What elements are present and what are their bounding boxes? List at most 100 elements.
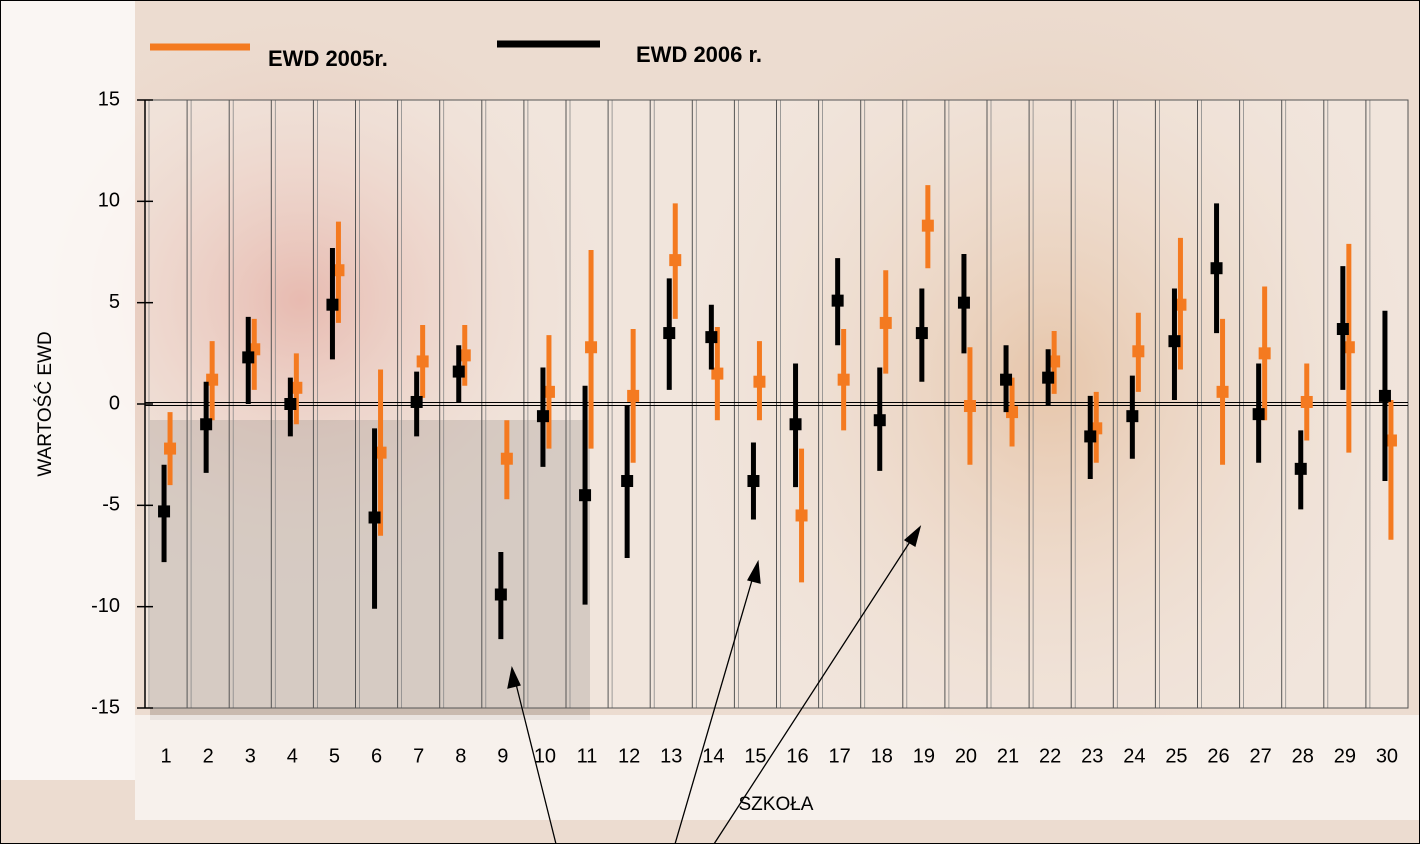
marker: [1342, 341, 1355, 354]
marker: [164, 442, 177, 455]
marker: [831, 294, 844, 307]
y-axis-label: WARTOŚĆ EWD: [34, 331, 56, 476]
marker: [957, 296, 970, 309]
arrowhead: [747, 559, 761, 584]
x-tick-label: 24: [1123, 745, 1145, 767]
background-shape: [0, 0, 620, 600]
marker: [837, 373, 850, 386]
x-tick-label: 19: [913, 745, 935, 767]
arrow: [513, 675, 557, 845]
legend-label: EWD 2006 r.: [636, 42, 762, 67]
y-tick-label: 5: [109, 291, 120, 313]
marker: [1378, 389, 1391, 402]
x-tick-label: 6: [371, 745, 382, 767]
arrow: [674, 569, 756, 845]
marker: [1126, 410, 1139, 423]
marker: [416, 355, 429, 368]
marker: [494, 588, 507, 601]
x-tick-label: 23: [1081, 745, 1103, 767]
marker: [1048, 355, 1061, 368]
x-tick-label: 3: [245, 745, 256, 767]
marker: [789, 418, 802, 431]
x-tick-label: 1: [160, 745, 171, 767]
marker: [452, 365, 465, 378]
marker: [1174, 298, 1187, 311]
x-tick-label: 13: [660, 745, 682, 767]
marker: [579, 489, 592, 502]
marker: [1384, 434, 1397, 447]
annotation-arrows: [507, 525, 922, 845]
marker: [1258, 347, 1271, 360]
marker: [206, 373, 219, 386]
marker: [368, 511, 381, 524]
x-tick-label: 21: [997, 745, 1019, 767]
x-tick-label: 10: [534, 745, 556, 767]
axis-panel: [135, 715, 1420, 820]
marker: [747, 475, 760, 488]
y-tick-label: 0: [109, 392, 120, 414]
x-tick-label: 15: [744, 745, 766, 767]
background-shape: [150, 420, 590, 720]
marker: [1084, 430, 1097, 443]
marker: [753, 375, 766, 388]
y-tick-label: -10: [91, 595, 120, 617]
marker: [1168, 335, 1181, 348]
x-tick-label: 14: [702, 745, 724, 767]
x-tick-label: 27: [1250, 745, 1272, 767]
x-axis-label: SZKOŁA: [739, 794, 814, 815]
marker: [542, 385, 555, 398]
marker: [1336, 323, 1349, 336]
marker: [915, 327, 928, 340]
marker: [705, 331, 718, 344]
x-tick-label: 30: [1376, 745, 1398, 767]
x-tick-label: 28: [1292, 745, 1314, 767]
marker: [1294, 462, 1307, 475]
y-tick-label: 10: [98, 190, 120, 212]
marker: [326, 298, 339, 311]
marker: [1000, 373, 1013, 386]
marker: [1132, 345, 1145, 358]
marker: [200, 418, 213, 431]
x-tick-label: 12: [618, 745, 640, 767]
x-tick-label: 16: [786, 745, 808, 767]
marker: [1300, 395, 1313, 408]
marker: [1216, 385, 1229, 398]
marker: [1252, 408, 1265, 421]
x-tick-label: 25: [1165, 745, 1187, 767]
marker: [332, 264, 345, 277]
arrowhead: [903, 525, 922, 548]
axis-panel: [0, 0, 135, 780]
marker: [963, 400, 976, 413]
marker: [663, 327, 676, 340]
marker: [795, 509, 808, 522]
marker: [921, 219, 934, 232]
marker: [585, 341, 598, 354]
marker: [1042, 371, 1055, 384]
x-tick-label: 4: [287, 745, 298, 767]
marker: [879, 316, 892, 329]
y-tick-label: -5: [102, 494, 120, 516]
x-tick-label: 29: [1334, 745, 1356, 767]
x-tick-label: 18: [871, 745, 893, 767]
arrowhead: [507, 665, 521, 689]
x-tick-label: 7: [413, 745, 424, 767]
x-tick-label: 9: [497, 745, 508, 767]
marker: [711, 367, 724, 380]
x-tick-label: 22: [1039, 745, 1061, 767]
marker: [284, 398, 297, 410]
marker: [621, 475, 634, 488]
marker: [500, 452, 513, 465]
x-tick-label: 20: [955, 745, 977, 767]
x-tick-label: 5: [329, 745, 340, 767]
x-tick-label: 11: [577, 745, 598, 767]
marker: [669, 254, 682, 267]
x-tick-label: 17: [829, 745, 851, 767]
marker: [627, 389, 640, 402]
marker: [410, 395, 423, 408]
x-tick-label: 8: [455, 745, 466, 767]
background-shape: [670, 0, 1420, 800]
y-tick-label: -15: [91, 696, 120, 718]
x-tick-label: 2: [203, 745, 214, 767]
